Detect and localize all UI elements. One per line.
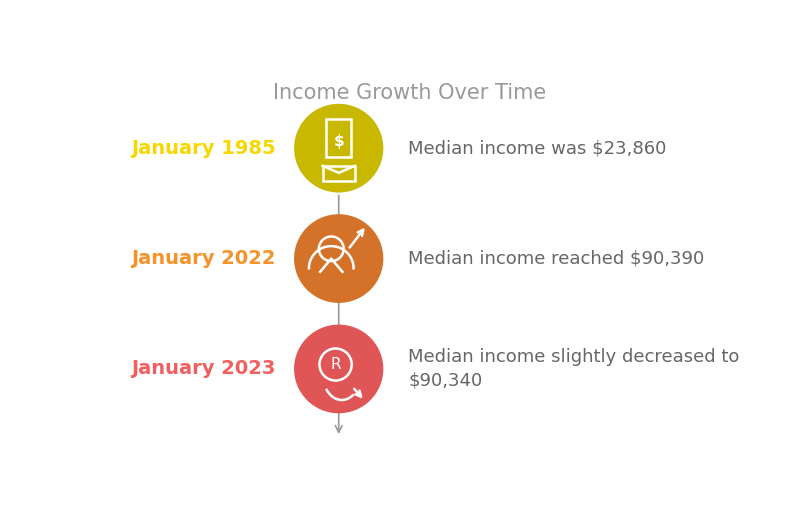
Bar [322,166,355,181]
Ellipse shape [294,325,383,413]
Ellipse shape [294,214,383,303]
Text: $: $ [334,134,344,149]
Text: R: R [330,357,341,372]
Text: Median income reached $90,390: Median income reached $90,390 [408,249,704,268]
Text: Median income was $23,860: Median income was $23,860 [408,139,666,157]
Text: January 1985: January 1985 [131,139,275,158]
Bar [326,119,351,157]
Text: January 2022: January 2022 [131,249,275,268]
Text: Income Growth Over Time: Income Growth Over Time [274,83,546,103]
Text: January 2023: January 2023 [131,359,275,378]
Ellipse shape [294,104,383,193]
Text: Median income slightly decreased to
$90,340: Median income slightly decreased to $90,… [408,348,739,390]
